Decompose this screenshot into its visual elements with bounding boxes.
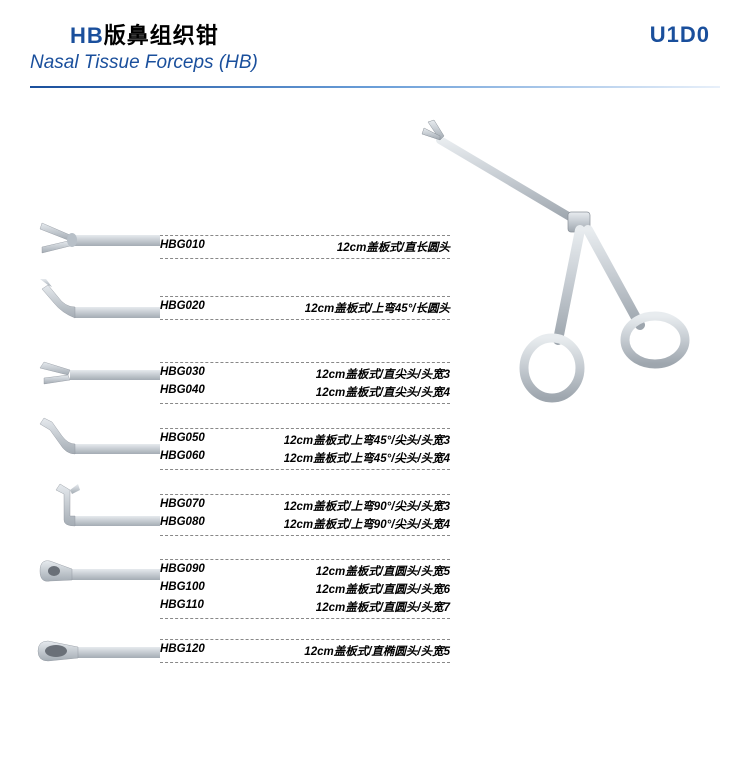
spec-desc: 12cm盖板式/上弯45°/长圆头: [305, 300, 450, 316]
spec-code: HBG120: [160, 643, 205, 659]
product-code: U1D0: [650, 22, 710, 48]
spec-desc: 12cm盖板式/直长圆头: [337, 239, 450, 255]
spec-code: HBG060: [160, 450, 205, 466]
spec-line: HBG060 12cm盖板式/上弯45°/尖头/头宽4: [160, 449, 450, 467]
title-chinese: HB版鼻组织钳: [70, 18, 720, 50]
title-rest: 版鼻组织钳: [104, 23, 219, 48]
spec-desc: 12cm盖板式/直圆头/头宽5: [316, 563, 450, 579]
spec-desc: 12cm盖板式/直椭圆头/头宽5: [304, 643, 450, 659]
header-divider: [30, 86, 720, 88]
header: HB版鼻组织钳 Nasal Tissue Forceps (HB) U1D0: [0, 0, 750, 82]
tip-image: [0, 350, 160, 399]
spec-line: HBG010 12cm盖板式/直长圆头: [160, 238, 450, 256]
tip-image: [0, 627, 160, 678]
spec-code: HBG040: [160, 384, 205, 400]
spec-line: HBG030 12cm盖板式/直尖头/头宽3: [160, 365, 450, 383]
spec-desc: 12cm盖板式/上弯45°/尖头/头宽4: [284, 450, 450, 466]
spec-line: HBG070 12cm盖板式/上弯90°/尖头/头宽3: [160, 497, 450, 515]
spec-code: HBG030: [160, 366, 205, 382]
tip-image: [0, 549, 160, 600]
spec-code: HBG010: [160, 239, 205, 255]
spec-desc: 12cm盖板式/上弯45°/尖头/头宽3: [284, 432, 450, 448]
spec-block: HBG120 12cm盖板式/直椭圆头/头宽5: [160, 637, 460, 665]
spec-row: HBG010 12cm盖板式/直长圆头: [0, 233, 460, 266]
spec-desc: 12cm盖板式/直圆头/头宽7: [316, 599, 450, 615]
spec-row: HBG090 12cm盖板式/直圆头/头宽5 HBG100 12cm盖板式/直圆…: [0, 557, 460, 621]
tip-image: [0, 279, 160, 334]
spec-code: HBG100: [160, 581, 205, 597]
spec-code: HBG080: [160, 516, 205, 532]
spec-row: HBG050 12cm盖板式/上弯45°/尖头/头宽3 HBG060 12cm盖…: [0, 426, 460, 472]
spec-block: HBG020 12cm盖板式/上弯45°/长圆头: [160, 294, 460, 322]
spec-table: HBG010 12cm盖板式/直长圆头 HBG020 12cm盖板式/上弯45°…: [0, 233, 460, 686]
spec-row: HBG020 12cm盖板式/上弯45°/长圆头: [0, 294, 460, 334]
spec-line: HBG110 12cm盖板式/直圆头/头宽7: [160, 598, 450, 616]
tip-image: [0, 213, 160, 266]
spec-code: HBG110: [160, 599, 204, 615]
spec-code: HBG090: [160, 563, 205, 579]
spec-block: HBG030 12cm盖板式/直尖头/头宽3 HBG040 12cm盖板式/直尖…: [160, 360, 460, 406]
spec-row: HBG030 12cm盖板式/直尖头/头宽3 HBG040 12cm盖板式/直尖…: [0, 360, 460, 406]
spec-code: HBG020: [160, 300, 205, 316]
spec-line: HBG090 12cm盖板式/直圆头/头宽5: [160, 562, 450, 580]
spec-row: HBG120 12cm盖板式/直椭圆头/头宽5: [0, 637, 460, 678]
spec-desc: 12cm盖板式/上弯90°/尖头/头宽4: [284, 516, 450, 532]
title-english: Nasal Tissue Forceps (HB): [30, 52, 720, 74]
spec-row: HBG070 12cm盖板式/上弯90°/尖头/头宽3 HBG080 12cm盖…: [0, 492, 460, 539]
spec-desc: 12cm盖板式/直圆头/头宽6: [316, 581, 450, 597]
spec-code: HBG050: [160, 432, 205, 448]
spec-block: HBG090 12cm盖板式/直圆头/头宽5 HBG100 12cm盖板式/直圆…: [160, 557, 460, 621]
spec-line: HBG020 12cm盖板式/上弯45°/长圆头: [160, 299, 450, 317]
spec-block: HBG050 12cm盖板式/上弯45°/尖头/头宽3 HBG060 12cm盖…: [160, 426, 460, 472]
spec-block: HBG010 12cm盖板式/直长圆头: [160, 233, 460, 261]
spec-desc: 12cm盖板式/直尖头/头宽4: [316, 384, 450, 400]
spec-line: HBG040 12cm盖板式/直尖头/头宽4: [160, 383, 450, 401]
spec-line: HBG100 12cm盖板式/直圆头/头宽6: [160, 580, 450, 598]
spec-line: HBG120 12cm盖板式/直椭圆头/头宽5: [160, 642, 450, 660]
spec-desc: 12cm盖板式/上弯90°/尖头/头宽3: [284, 498, 450, 514]
spec-line: HBG080 12cm盖板式/上弯90°/尖头/头宽4: [160, 515, 450, 533]
title-prefix: HB: [70, 23, 104, 48]
spec-line: HBG050 12cm盖板式/上弯45°/尖头/头宽3: [160, 431, 450, 449]
spec-code: HBG070: [160, 498, 205, 514]
tip-image: [0, 480, 160, 539]
tip-image: [0, 414, 160, 469]
spec-desc: 12cm盖板式/直尖头/头宽3: [316, 366, 450, 382]
spec-block: HBG070 12cm盖板式/上弯90°/尖头/头宽3 HBG080 12cm盖…: [160, 492, 460, 538]
